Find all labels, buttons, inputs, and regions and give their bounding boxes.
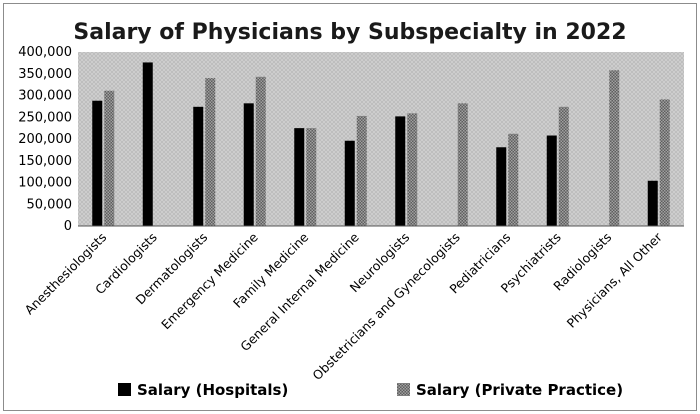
legend: Salary (Hospitals) Salary (Private Pract…: [118, 381, 623, 399]
bar-hospitals: [193, 106, 204, 226]
y-tick-label: 400,000: [18, 45, 72, 60]
y-axis: 0 50,000 100,000 150,000 200,000 250,000 300,0…: [18, 45, 72, 234]
bar-private-practice: [306, 128, 317, 226]
legend-label-private-practice: Salary (Private Practice): [416, 381, 623, 399]
y-tick-label: 0: [64, 219, 72, 234]
bar-hospitals: [92, 100, 103, 226]
legend-swatch-hospitals: [118, 383, 131, 396]
bar-private-practice: [205, 78, 216, 226]
x-axis: AnesthesiologistsCardiologistsDermatolog…: [21, 225, 684, 383]
bar-private-practice: [558, 106, 569, 226]
bar-private-practice: [457, 103, 468, 226]
bar-private-practice: [104, 90, 115, 226]
bar-private-practice: [356, 115, 367, 226]
bar-hospitals: [344, 140, 355, 226]
x-tick-label: Physicians, All Other: [564, 229, 666, 331]
bar-hospitals: [496, 147, 507, 226]
x-tick-label: Emergency Medicine: [158, 229, 261, 332]
legend-swatch-private-practice: [397, 383, 410, 396]
bar-hospitals: [142, 62, 153, 226]
y-tick-label: 250,000: [18, 110, 72, 125]
y-tick-label: 200,000: [18, 132, 72, 147]
bar-private-practice: [508, 133, 519, 226]
chart-title: Salary of Physicians by Subspecialty in …: [73, 20, 626, 45]
bar-private-practice: [609, 70, 620, 227]
bar-hospitals: [546, 135, 557, 226]
y-tick-label: 50,000: [27, 197, 73, 212]
y-tick-label: 300,000: [18, 89, 72, 104]
legend-label-hospitals: Salary (Hospitals): [137, 381, 288, 399]
chart-frame: Salary of Physicians by Subspecialty in …: [3, 3, 697, 411]
bar-hospitals: [294, 128, 305, 226]
y-tick-label: 150,000: [18, 154, 72, 169]
chart-svg: Salary of Physicians by Subspecialty in …: [18, 20, 684, 399]
bar-private-practice: [255, 76, 266, 226]
plot-area: [78, 52, 684, 226]
bar-private-practice: [407, 113, 418, 226]
y-tick-label: 350,000: [18, 67, 72, 82]
bar-private-practice: [659, 99, 670, 226]
bars: [92, 62, 670, 227]
bar-hospitals: [395, 116, 406, 226]
bar-hospitals: [647, 180, 658, 226]
x-tick-label: Anesthesiologists: [21, 230, 109, 318]
bar-hospitals: [243, 103, 254, 226]
y-tick-label: 100,000: [18, 176, 72, 191]
